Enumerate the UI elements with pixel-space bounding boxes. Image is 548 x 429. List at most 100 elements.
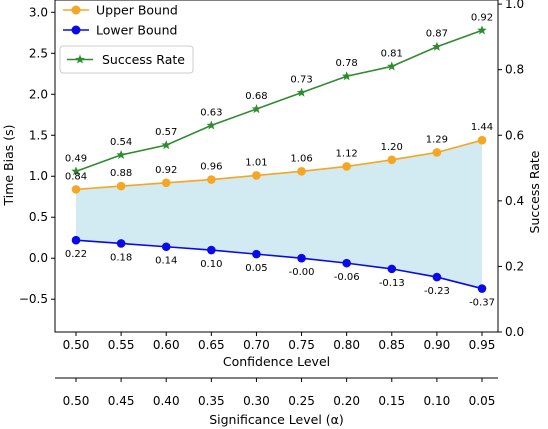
success-point — [161, 140, 171, 150]
x-tick-label: 0.50 — [63, 338, 90, 352]
upper-line — [75, 139, 483, 191]
y-tick-label: 2.0 — [29, 87, 48, 101]
y2-tick-label: 0.4 — [505, 194, 524, 208]
secondary-x-tick-label: 0.35 — [198, 394, 225, 408]
secondary-x-tick-label: 0.15 — [378, 394, 405, 408]
upper-data-label: 1.29 — [426, 134, 448, 145]
legend-success-rate: Success Rate — [59, 45, 194, 74]
upper-data-label: 1.01 — [245, 157, 267, 168]
legend-success-label: Success Rate — [102, 52, 185, 67]
data-labels: 0.84 0.88 0.92 0.96 1.01 1.06 1.12 1.20 1.29 1.44… — [65, 12, 495, 308]
success-data-label: 0.57 — [155, 127, 177, 138]
legend-success-marker — [75, 54, 85, 64]
lower-point — [71, 235, 81, 245]
series-points — [71, 25, 487, 293]
upper-data-label: 1.12 — [336, 148, 358, 159]
right-y-axis: 0.0 0.2 0.4 0.6 0.8 1.0 — [498, 0, 524, 339]
secondary-x-tick-label: 0.40 — [153, 394, 180, 408]
secondary-x-axis-title: Significance Level (α) — [209, 412, 344, 427]
secondary-x-tick-label: 0.25 — [288, 394, 315, 408]
success-data-label: 0.49 — [65, 153, 87, 164]
lower-point — [207, 245, 216, 255]
x-tick-label: 0.65 — [198, 338, 225, 352]
secondary-x-tick-label: 0.45 — [108, 394, 135, 408]
upper-point — [387, 155, 397, 165]
y-tick-label: 0.0 — [29, 251, 48, 265]
success-point — [341, 71, 352, 81]
lower-data-label: 0.05 — [245, 263, 267, 274]
legend-bounds: Upper Bound Lower Bound — [63, 3, 178, 38]
secondary-x-axis: 0.50 0.45 0.40 0.35 0.30 0.25 0.20 0.15 0.10 0.05 — [55, 377, 498, 408]
lower-point — [252, 249, 261, 259]
success-line — [75, 29, 483, 173]
lower-point — [297, 253, 306, 263]
secondary-x-tick-label: 0.50 — [63, 394, 90, 408]
lower-data-label: 0.10 — [200, 259, 222, 270]
x-tick-label: 0.70 — [243, 338, 270, 352]
secondary-x-tick-label: 0.30 — [243, 394, 270, 408]
confidence-band — [76, 140, 482, 289]
y2-tick-label: 0.0 — [505, 325, 524, 339]
success-point — [477, 25, 487, 35]
success-point — [251, 104, 262, 114]
upper-point — [207, 175, 216, 184]
success-data-label: 0.78 — [336, 58, 358, 69]
success-data-label: 0.68 — [245, 91, 267, 102]
success-data-label: 0.73 — [290, 75, 312, 86]
lower-data-label: 0.18 — [110, 252, 132, 263]
lower-data-label: -0.06 — [334, 272, 360, 283]
band-area — [76, 140, 482, 289]
x-axis: 0.50 0.55 0.60 0.65 0.70 0.75 0.80 0.85 0.90 0.95 — [63, 332, 496, 352]
lower-point — [161, 242, 171, 252]
upper-point — [297, 167, 306, 176]
success-data-label: 0.63 — [200, 107, 222, 118]
legend-upper-label: Upper Bound — [96, 3, 178, 18]
lower-point — [477, 284, 487, 293]
upper-data-label: 0.88 — [110, 168, 132, 179]
success-point — [206, 120, 217, 130]
y2-axis-title: Success Rate — [527, 150, 542, 233]
y2-tick-label: 0.6 — [505, 128, 524, 142]
lower-point — [342, 258, 351, 268]
upper-data-label: 0.92 — [155, 165, 177, 176]
legend-upper-marker — [71, 5, 81, 15]
y-tick-label: 1.0 — [29, 169, 48, 183]
plot-frame — [54, 0, 499, 333]
lower-data-label: 0.22 — [65, 249, 87, 260]
lower-point — [432, 272, 442, 282]
x-axis-title: Confidence Level — [223, 354, 330, 369]
lower-data-label: -0.00 — [289, 267, 315, 278]
success-point — [387, 61, 397, 71]
x-tick-label: 0.85 — [378, 338, 405, 352]
y2-tick-label: 0.8 — [505, 63, 524, 77]
legend-lower-marker — [71, 25, 81, 35]
success-point — [116, 149, 126, 159]
secondary-x-tick-label: 0.20 — [333, 394, 360, 408]
lower-data-label: -0.37 — [469, 298, 495, 309]
lower-point — [387, 264, 397, 274]
secondary-x-tick-label: 0.10 — [424, 394, 451, 408]
y-tick-label: 3.0 — [29, 5, 48, 19]
upper-data-label: 1.20 — [381, 142, 403, 153]
upper-data-label: 1.06 — [290, 153, 312, 164]
y2-tick-label: 1.0 — [505, 0, 524, 11]
series-lines — [75, 29, 483, 290]
y-tick-label: 2.5 — [29, 46, 48, 60]
success-data-label: 0.92 — [471, 12, 493, 23]
success-point — [432, 41, 442, 51]
success-point — [71, 166, 81, 176]
upper-point — [116, 181, 126, 191]
y-axis-title: Time Bias (s) — [1, 124, 16, 206]
lower-point — [116, 239, 126, 248]
success-data-label: 0.81 — [381, 48, 403, 59]
x-tick-label: 0.55 — [108, 338, 135, 352]
left-y-axis: −0.5 0.0 0.5 1.0 1.5 2.0 2.5 3.0 — [19, 5, 55, 306]
success-data-label: 0.54 — [110, 137, 132, 148]
lower-line — [75, 239, 483, 290]
y-tick-label: −0.5 — [19, 292, 48, 306]
y2-tick-label: 0.2 — [505, 259, 524, 273]
success-data-label: 0.87 — [426, 29, 448, 40]
x-tick-label: 0.95 — [469, 338, 496, 352]
upper-point — [252, 171, 261, 180]
